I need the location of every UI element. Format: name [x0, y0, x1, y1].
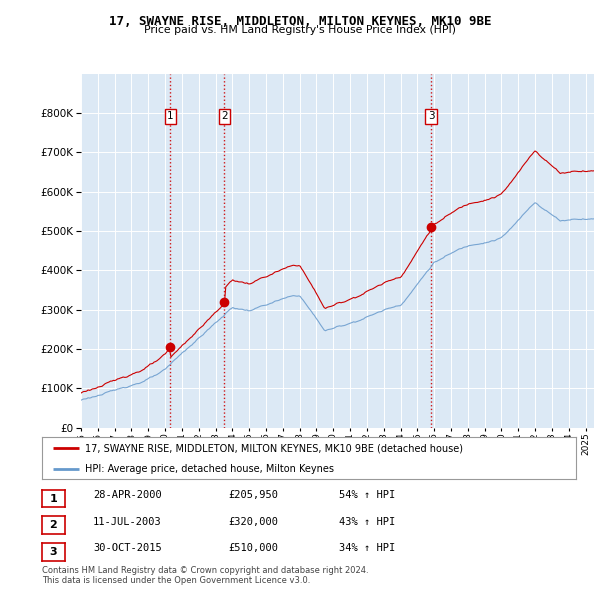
Text: HPI: Average price, detached house, Milton Keynes: HPI: Average price, detached house, Milt…: [85, 464, 334, 474]
Text: 43% ↑ HPI: 43% ↑ HPI: [339, 517, 395, 526]
Text: 11-JUL-2003: 11-JUL-2003: [93, 517, 162, 526]
Text: 2: 2: [221, 112, 228, 121]
Text: 28-APR-2000: 28-APR-2000: [93, 490, 162, 500]
Text: £205,950: £205,950: [228, 490, 278, 500]
Text: 1: 1: [167, 112, 174, 121]
Text: 2: 2: [50, 520, 57, 530]
Text: £510,000: £510,000: [228, 543, 278, 553]
Text: 3: 3: [428, 112, 434, 121]
Text: Price paid vs. HM Land Registry's House Price Index (HPI): Price paid vs. HM Land Registry's House …: [144, 25, 456, 35]
Text: 34% ↑ HPI: 34% ↑ HPI: [339, 543, 395, 553]
Text: 1: 1: [50, 494, 57, 503]
Text: 30-OCT-2015: 30-OCT-2015: [93, 543, 162, 553]
Text: 3: 3: [50, 547, 57, 556]
Text: £320,000: £320,000: [228, 517, 278, 526]
Text: 54% ↑ HPI: 54% ↑ HPI: [339, 490, 395, 500]
Text: 17, SWAYNE RISE, MIDDLETON, MILTON KEYNES, MK10 9BE (detached house): 17, SWAYNE RISE, MIDDLETON, MILTON KEYNE…: [85, 443, 463, 453]
Text: Contains HM Land Registry data © Crown copyright and database right 2024.
This d: Contains HM Land Registry data © Crown c…: [42, 566, 368, 585]
Text: 17, SWAYNE RISE, MIDDLETON, MILTON KEYNES, MK10 9BE: 17, SWAYNE RISE, MIDDLETON, MILTON KEYNE…: [109, 15, 491, 28]
